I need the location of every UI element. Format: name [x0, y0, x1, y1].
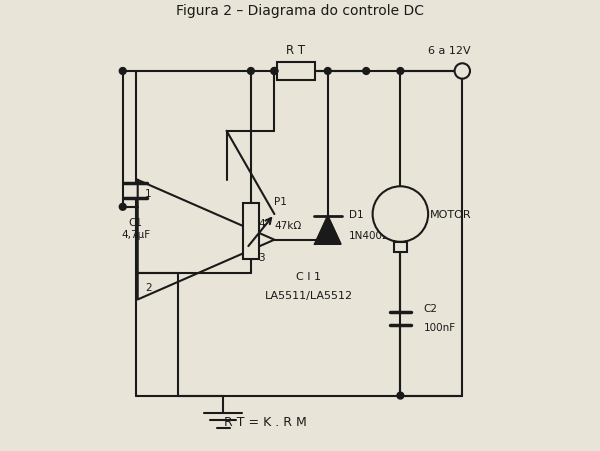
Text: 4: 4 [258, 218, 265, 228]
Text: R T = K . R M: R T = K . R M [224, 415, 307, 428]
Circle shape [397, 69, 404, 75]
Circle shape [271, 69, 278, 75]
Text: C I 1: C I 1 [296, 272, 321, 281]
Circle shape [325, 237, 331, 244]
Text: 1: 1 [145, 188, 152, 198]
Circle shape [325, 237, 331, 244]
Circle shape [271, 69, 278, 75]
Text: 100nF: 100nF [424, 322, 456, 332]
Text: 3: 3 [258, 252, 265, 262]
Circle shape [119, 204, 126, 211]
Circle shape [363, 69, 370, 75]
Text: 47kΩ: 47kΩ [274, 220, 302, 230]
Circle shape [119, 69, 126, 75]
Circle shape [373, 187, 428, 242]
Polygon shape [315, 217, 341, 244]
Text: 1N4002: 1N4002 [349, 231, 390, 241]
Text: R T: R T [286, 44, 305, 57]
Circle shape [397, 392, 404, 399]
Bar [277, 63, 315, 80]
Circle shape [455, 64, 470, 79]
Circle shape [325, 69, 331, 75]
Text: MOTOR: MOTOR [430, 210, 472, 220]
Bar [394, 242, 407, 253]
Text: C2: C2 [424, 304, 438, 313]
Text: 2: 2 [145, 282, 152, 292]
Title: Figura 2 – Diagrama do controle DC: Figura 2 – Diagrama do controle DC [176, 4, 424, 18]
Bar [243, 204, 259, 259]
Circle shape [247, 69, 254, 75]
Text: LA5511/LA5512: LA5511/LA5512 [265, 290, 353, 300]
Text: C1
4,7μF: C1 4,7μF [121, 218, 150, 239]
Text: 6 a 12V: 6 a 12V [428, 46, 471, 55]
Text: P1: P1 [274, 197, 287, 207]
Text: D1: D1 [349, 210, 364, 220]
